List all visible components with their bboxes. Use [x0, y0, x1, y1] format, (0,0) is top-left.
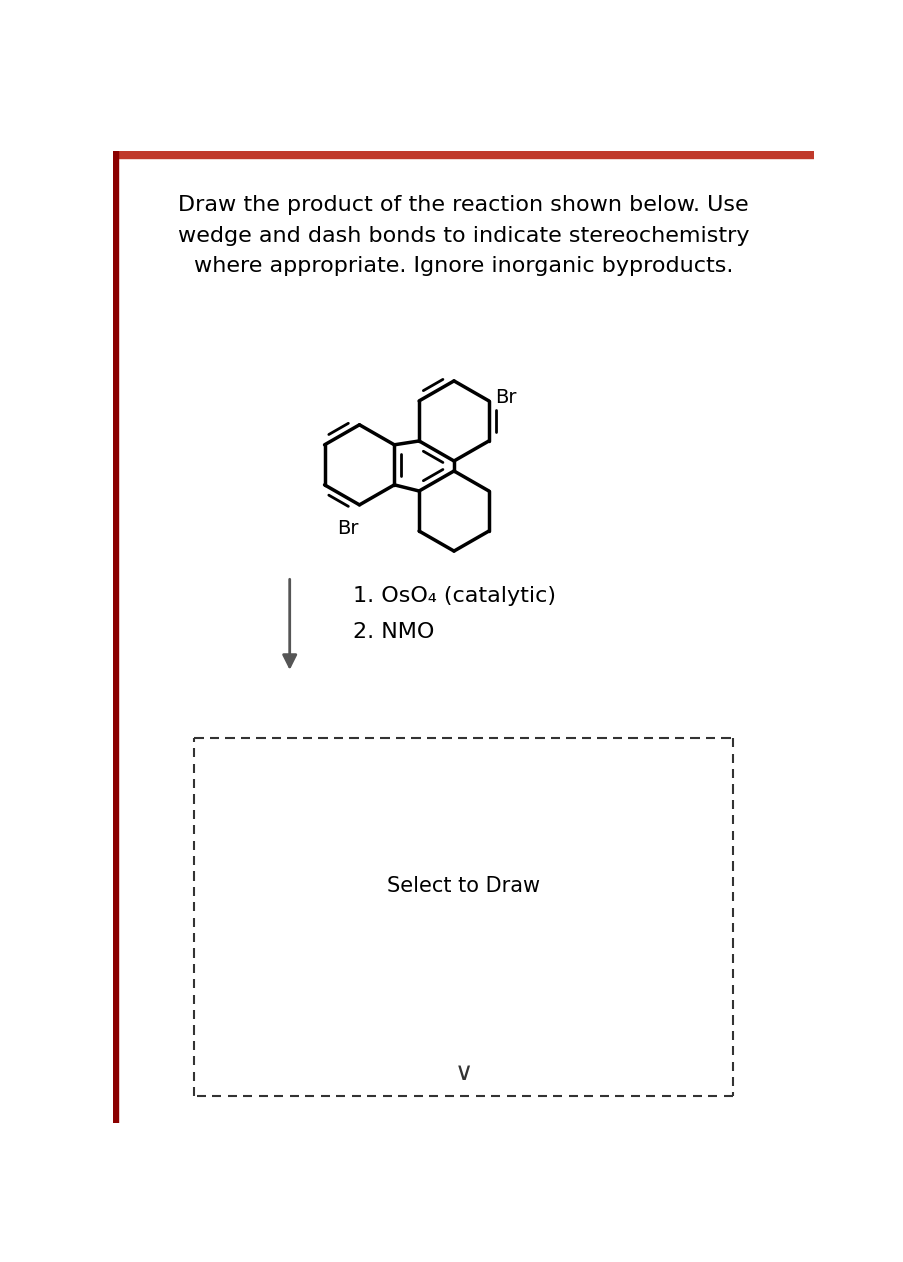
Bar — [113, 151, 813, 158]
Text: 1. OsO₄ (catalytic): 1. OsO₄ (catalytic) — [353, 586, 555, 606]
Text: Draw the product of the reaction shown below. Use
wedge and dash bonds to indica: Draw the product of the reaction shown b… — [177, 196, 749, 276]
Text: Br: Br — [495, 387, 516, 406]
Bar — [113, 151, 118, 1123]
Text: ∨: ∨ — [454, 1061, 472, 1085]
Text: Select to Draw: Select to Draw — [386, 876, 540, 896]
Text: 2. NMO: 2. NMO — [353, 622, 434, 642]
Text: Br: Br — [337, 519, 358, 538]
